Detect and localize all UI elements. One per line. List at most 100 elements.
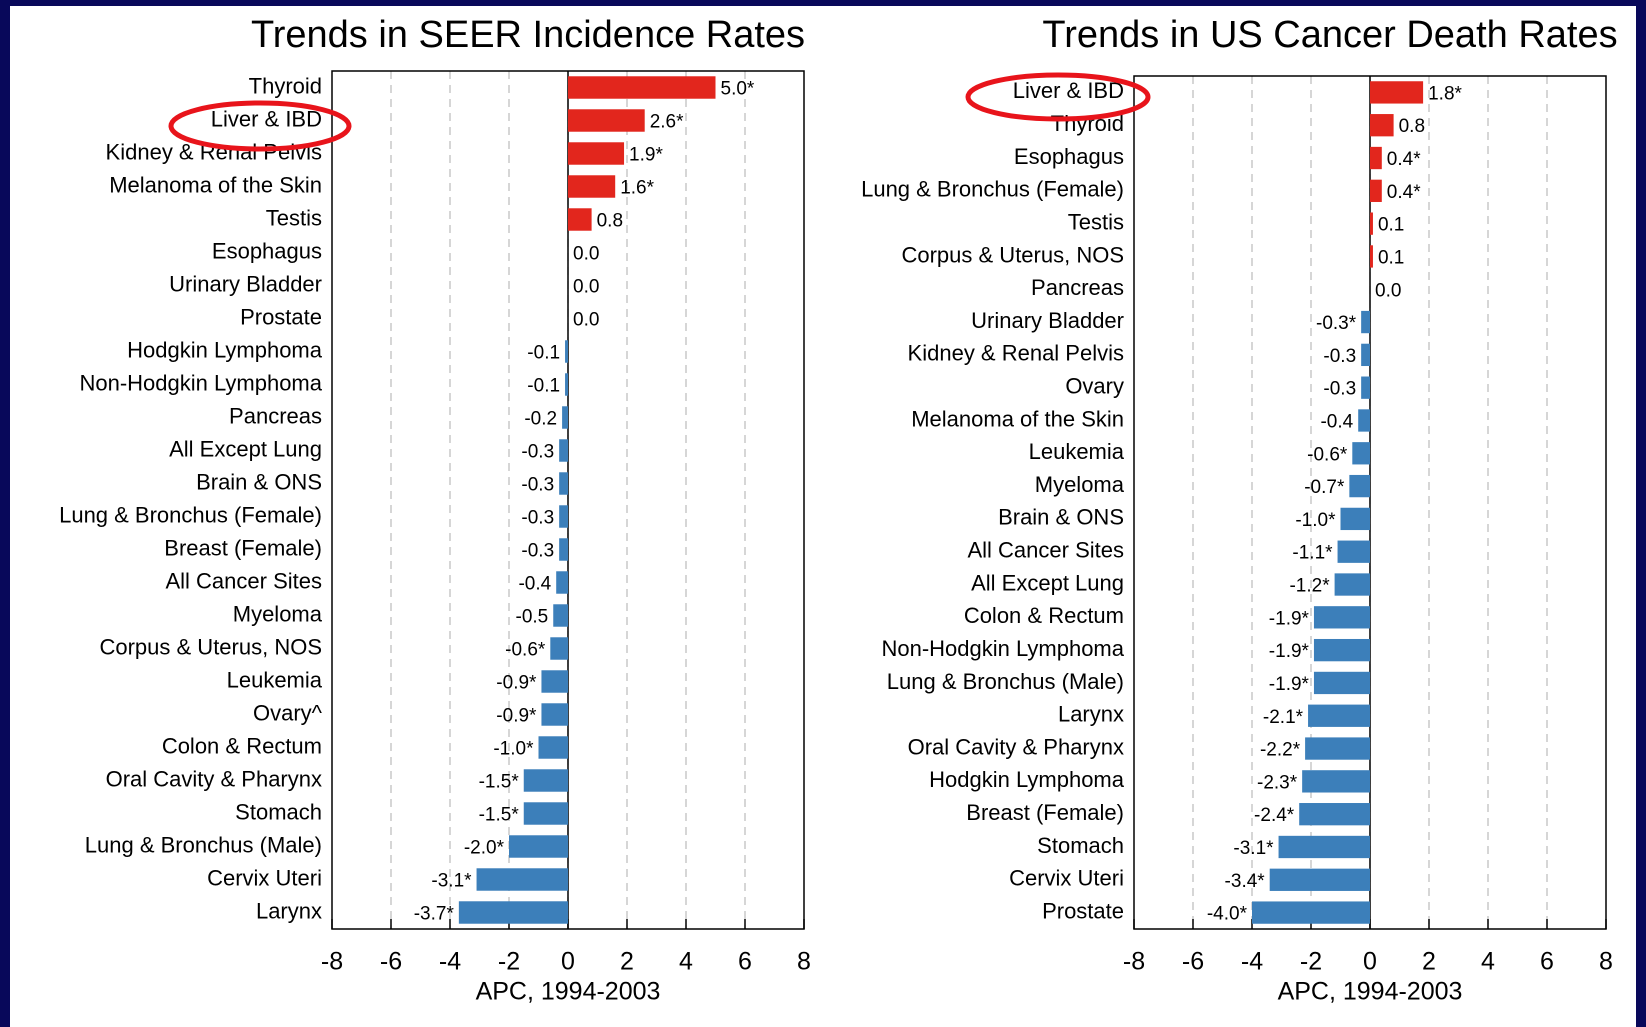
y-tick-label: All Cancer Sites: [165, 568, 322, 593]
bar: [568, 175, 616, 198]
y-tick-label: Lung & Bronchus (Male): [85, 832, 322, 857]
value-label: -0.9*: [496, 673, 537, 694]
y-tick-label: Pancreas: [1031, 275, 1124, 300]
value-label: -0.6*: [1307, 444, 1348, 465]
x-tick-label: 4: [1481, 948, 1495, 976]
bar: [1340, 507, 1370, 531]
bar: [1308, 704, 1370, 727]
x-tick-label: -2: [1300, 948, 1322, 976]
value-label: -0.9*: [496, 706, 537, 727]
value-label: -0.4: [1320, 411, 1353, 432]
y-tick-label: Leukemia: [1029, 439, 1125, 464]
y-tick-label: Kidney & Renal Pelvis: [908, 341, 1124, 366]
x-tick-label: 4: [679, 948, 693, 976]
y-tick-label: Esophagus: [212, 238, 322, 263]
value-label: 0.1: [1378, 247, 1404, 268]
y-tick-label: Testis: [266, 205, 322, 230]
value-label: -0.7*: [1304, 477, 1345, 498]
value-label: -1.0*: [493, 739, 534, 760]
y-tick-label: Myeloma: [233, 601, 323, 626]
y-tick-label: Stomach: [1037, 833, 1124, 858]
y-tick-label: Melanoma of the Skin: [911, 406, 1124, 431]
bar: [476, 868, 568, 891]
value-label: -4.0*: [1207, 904, 1248, 925]
y-tick-label: Thyroid: [249, 73, 322, 98]
value-label: -1.2*: [1289, 576, 1330, 597]
bar: [568, 109, 645, 132]
bar: [1370, 114, 1394, 137]
x-axis-label: APC, 1994-2003: [476, 978, 661, 1006]
y-tick-label: Hodgkin Lymphoma: [929, 767, 1125, 792]
y-tick-label: Lung & Bronchus (Female): [861, 177, 1124, 202]
x-tick-label: -6: [1182, 948, 1204, 976]
value-label: -0.3: [1323, 379, 1356, 400]
highlight-ellipse: [965, 72, 1151, 122]
x-tick-label: 0: [561, 948, 575, 976]
bar: [1370, 179, 1382, 202]
value-label: -0.5: [516, 607, 549, 628]
bar: [1313, 606, 1370, 629]
y-tick-label: Larynx: [1058, 702, 1124, 727]
y-tick-label: Non-Hodgkin Lymphoma: [881, 636, 1124, 661]
bar: [1269, 868, 1370, 891]
bar: [568, 208, 592, 231]
y-tick-label: Hodgkin Lymphoma: [127, 337, 323, 362]
value-label: 2.6*: [650, 112, 684, 133]
bar: [509, 835, 568, 858]
bar: [1370, 146, 1382, 170]
value-label: -2.4*: [1254, 805, 1295, 826]
value-label: -1.1*: [1292, 543, 1333, 564]
bar: [568, 142, 625, 165]
bar: [562, 406, 568, 429]
bar: [538, 736, 568, 759]
y-tick-label: Kidney & Renal Pelvis: [106, 139, 322, 164]
value-label: 0.0: [573, 244, 599, 265]
y-tick-label: Prostate: [1042, 898, 1124, 923]
value-label: -0.3: [1323, 346, 1356, 367]
value-label: -0.1: [527, 343, 560, 364]
bar: [1302, 770, 1370, 793]
y-tick-label: Ovary^: [253, 700, 323, 725]
chart-title: Trends in US Cancer Death Rates: [1042, 14, 1617, 56]
y-tick-label: Pancreas: [229, 403, 322, 428]
y-tick-label: Colon & Rectum: [964, 603, 1124, 628]
value-label: -2.3*: [1257, 772, 1298, 793]
bar: [1370, 245, 1373, 268]
y-tick-label: Urinary Bladder: [169, 271, 322, 296]
bar: [1370, 81, 1424, 104]
value-label: 0.0: [573, 277, 599, 298]
value-label: 5.0*: [721, 79, 755, 100]
bar: [541, 703, 568, 726]
value-label: -1.9*: [1269, 641, 1310, 662]
y-tick-label: Testis: [1068, 209, 1124, 234]
y-tick-label: Stomach: [235, 799, 322, 824]
bar: [553, 604, 568, 627]
y-tick-label: Cervix Uteri: [207, 865, 322, 890]
value-label: -0.3: [521, 508, 554, 529]
bar: [1358, 409, 1370, 432]
x-tick-label: 2: [1422, 948, 1436, 976]
bar: [568, 76, 716, 99]
x-axis-label: APC, 1994-2003: [1278, 978, 1463, 1006]
y-tick-label: Colon & Rectum: [162, 733, 322, 758]
y-tick-label: Brain & ONS: [196, 469, 322, 494]
value-label: -3.7*: [414, 904, 455, 925]
value-label: -0.3*: [1316, 313, 1357, 334]
value-label: 0.8: [597, 211, 623, 232]
bar: [1370, 212, 1373, 235]
value-label: 0.0: [573, 310, 599, 331]
value-label: -1.9*: [1269, 674, 1310, 695]
value-label: -2.1*: [1263, 707, 1304, 728]
chart-title: Trends in SEER Incidence Rates: [251, 14, 805, 56]
y-tick-label: All Cancer Sites: [967, 538, 1124, 563]
x-tick-label: 6: [738, 948, 752, 976]
bar: [1313, 638, 1370, 662]
value-label: 0.4*: [1387, 182, 1421, 203]
x-tick-label: -4: [1241, 948, 1263, 976]
y-tick-label: Oral Cavity & Pharynx: [106, 766, 322, 791]
bar: [523, 802, 568, 825]
bar: [1349, 474, 1370, 498]
y-tick-label: Non-Hodgkin Lymphoma: [79, 370, 322, 395]
y-tick-label: Esophagus: [1014, 144, 1124, 169]
